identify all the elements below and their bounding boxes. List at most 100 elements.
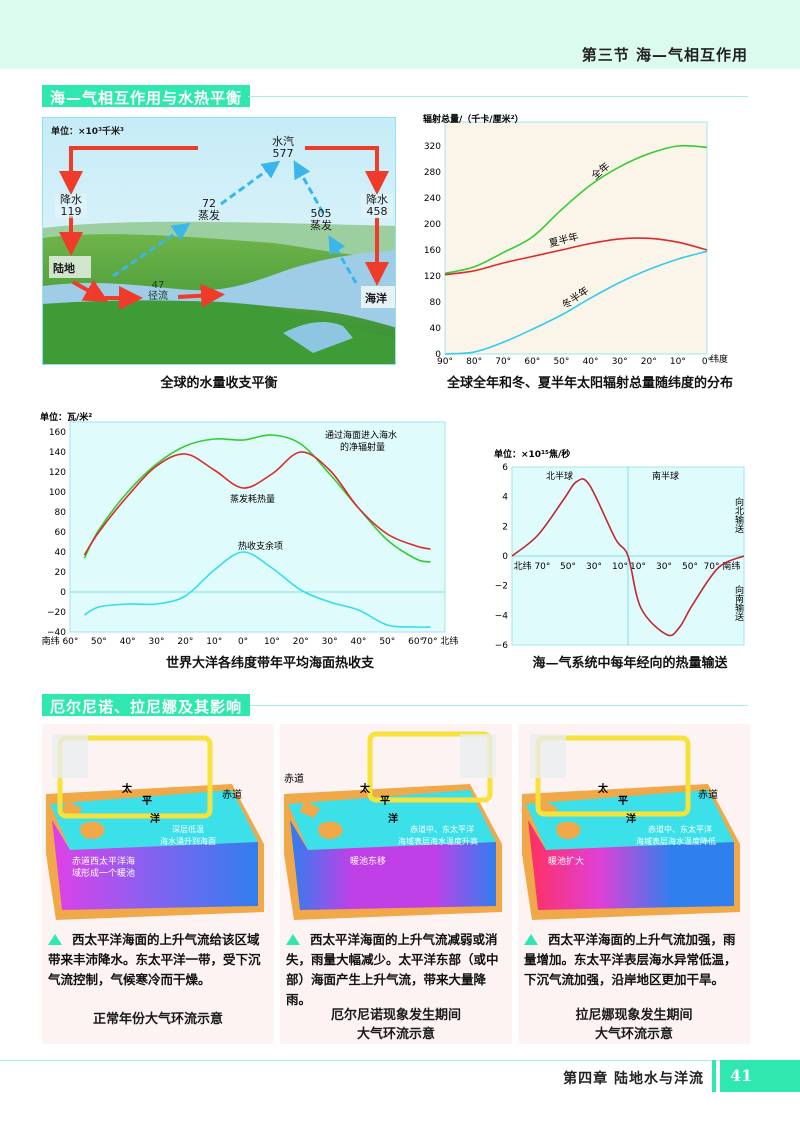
panel-el-nino: 太平洋 赤道 赤道中、东太平洋 海域表层海水温度升高 暖池东移 西太平洋海面的上升气流减…	[280, 724, 512, 1044]
series-line	[511, 478, 745, 637]
svg-text:海水涌升到海面: 海水涌升到海面	[160, 836, 216, 846]
x-tick-label: 30°	[586, 562, 602, 572]
southward-transport-label: 向南输送	[733, 584, 744, 622]
unit-label: 单位：×10³千米³	[51, 127, 124, 137]
rain-cloud-icon	[530, 734, 566, 778]
y-tick-label: 4	[502, 493, 508, 503]
y-axis-ticks: 0 40 80 120 160 200 240 280 320	[424, 142, 441, 360]
x-tick-label: 40°	[583, 357, 599, 367]
y-tick-label: 20	[55, 568, 67, 578]
panel-normal-year: 太平洋 赤道 深层低温 海水涌升到海面 赤道西太平洋海 域形成一个暖池 西太平洋海面的上升…	[42, 724, 274, 1044]
footer-divider	[0, 1060, 800, 1061]
svg-text:赤道中、东太平洋: 赤道中、东太平洋	[648, 824, 712, 834]
y-tick-label: 40	[55, 548, 67, 558]
panel-description: 西太平洋海面的上升气流加强，雨量增加。东太平洋表层海水异常低温，下沉气流加强，沿…	[524, 932, 737, 987]
triangle-bullet-icon	[286, 934, 300, 945]
svg-text:暖池扩大: 暖池扩大	[548, 855, 584, 867]
heat-transport-caption: 海—气系统中每年经向的热量输送	[532, 656, 728, 671]
panel-caption: 拉尼娜现象发生期间 大气环流示意	[575, 1008, 693, 1042]
series-line	[83, 551, 431, 628]
runoff-label: 47 径流	[148, 280, 168, 302]
panel-caption: 正常年份大气环流示意	[92, 1012, 223, 1027]
el-nino-circulation-diagram: 太平洋 赤道 赤道中、东太平洋 海域表层海水温度升高 暖池东移	[280, 724, 512, 928]
series-line	[444, 237, 708, 276]
x-tick-label: 10°	[612, 562, 628, 572]
panel-la-nina: 太平洋 赤道 赤道中、东太平洋 海域表层海水温度降低 暖池扩大 西太平洋海面的上升气流加…	[518, 724, 750, 1044]
land-evap-label: 72 蒸发	[198, 197, 220, 222]
y-tick-label: 120	[49, 468, 66, 478]
y-tick-label: 0	[60, 588, 66, 598]
x-tick-label: 30°	[149, 637, 165, 647]
y-tick-label: 100	[49, 488, 66, 498]
footer-accent-bar	[712, 1060, 716, 1092]
series-line	[444, 250, 708, 355]
panel-caption: 厄尔尼诺现象发生期间 大气环流示意	[330, 1008, 461, 1042]
section-title-bar-2: 厄尔尼诺、拉尼娜及其影响	[42, 694, 251, 716]
svg-text:洋: 洋	[150, 812, 160, 825]
y-axis-label: 单位：×10¹⁵焦/秒	[494, 448, 570, 460]
x-axis-ticks: 南纬 60° 50° 40° 30° 20° 10° 0° 10° 20° 30° 40° 50° 60…	[42, 635, 459, 647]
svg-text:洋: 洋	[626, 812, 636, 825]
series-line	[83, 451, 431, 556]
normal-year-circulation-diagram: 太平洋 赤道 深层低温 海水涌升到海面 赤道西太平洋海 域形成一个暖池	[42, 724, 274, 928]
y-tick-label: 120	[424, 272, 441, 282]
y-tick-label: 140	[49, 448, 66, 458]
x-tick-label: 50°	[553, 357, 569, 367]
section-title-bar: 海—气相互作用与水热平衡	[42, 85, 251, 107]
x-tick-label: 70°	[495, 357, 511, 367]
y-tick-label: −6	[495, 641, 509, 650]
northern-hemisphere-label: 北半球	[546, 470, 573, 482]
svg-text:赤道: 赤道	[222, 788, 242, 801]
x-tick-label: 30°	[612, 357, 628, 367]
x-tick-label: 0°	[702, 357, 712, 367]
svg-text:赤道西太平洋海: 赤道西太平洋海	[72, 855, 135, 867]
x-tick-label: 70° 南纬	[704, 560, 741, 572]
y-tick-label: 60	[55, 528, 67, 538]
rain-cloud-icon	[460, 734, 496, 778]
northward-transport-label: 向北输送	[733, 496, 744, 534]
radiation-latitude-chart: 0 40 80 120 160 200 240 280 320 90° 80° 70° 60° 50° 4…	[423, 113, 728, 367]
x-tick-label: 50°	[91, 637, 107, 647]
svg-text:赤道中、东太平洋: 赤道中、东太平洋	[410, 824, 474, 834]
land-label: 陆地	[53, 262, 75, 275]
y-tick-label: 160	[424, 246, 441, 256]
series-label-residual: 热收支余项	[238, 540, 283, 552]
chart-lines	[511, 478, 745, 637]
x-tick-label: 0°	[238, 637, 248, 647]
panel-description: 西太平洋海面的上升气流给该区域带来丰沛降水。东太平洋一带，受下沉气流控制，气候寒…	[48, 932, 261, 987]
x-tick-label: 北纬 70°	[514, 560, 551, 572]
ocean-precip-label: 降水 458	[361, 194, 393, 218]
y-tick-label: 80	[55, 508, 67, 518]
y-tick-label: 6	[502, 463, 508, 473]
ocean-heat-budget-chart: −40 −20 0 20 40 60 80 100 120 140 160 南纬 60° 50° 40°…	[40, 411, 459, 647]
y-tick-label: 200	[424, 220, 441, 230]
radiation-chart-caption: 全球全年和冬、夏半年太阳辐射总量随纬度的分布	[446, 376, 733, 391]
vapor-label: 水汽 577	[272, 135, 294, 160]
x-axis-ticks: 90° 80° 70° 60° 50° 40° 30° 20° 10° 0°	[437, 357, 712, 367]
panel-description: 西太平洋海面的上升气流减弱或消失，雨量大幅减少。太平洋东部（或中部）海面产生上升…	[286, 932, 499, 1007]
svg-text:海域表层海水温度升高: 海域表层海水温度升高	[398, 836, 478, 846]
x-tick-label: 40°	[120, 637, 136, 647]
y-tick-label: 2	[502, 522, 508, 532]
y-tick-label: 80	[430, 298, 442, 308]
chapter-title: 第四章 陆地水与洋流	[563, 1071, 704, 1087]
y-tick-label: 0	[435, 350, 441, 360]
series-label-net-radiation: 通过海面进入海水的净辐射量	[325, 429, 397, 453]
svg-text:平: 平	[618, 795, 628, 807]
y-tick-label: −20	[47, 608, 66, 618]
y-tick-label: 320	[424, 142, 441, 152]
y-tick-label: 160	[49, 428, 66, 438]
x-tick-label: 90°	[437, 357, 453, 367]
svg-text:太: 太	[359, 782, 371, 795]
meridional-heat-transport-chart: −6 −4 −2 0 2 4 6 北纬 70° 50° 30° 10° 10° 30° 50° 70° 南…	[494, 448, 745, 650]
y-tick-label: −40	[47, 628, 66, 638]
x-tick-label: 20°	[177, 637, 193, 647]
x-tick-label: 30°	[656, 562, 672, 572]
x-axis-ticks: 北纬 70° 50° 30° 10° 10° 30° 50° 70° 南纬	[514, 560, 741, 572]
svg-text:深层低温: 深层低温	[172, 824, 204, 834]
chart-lines	[83, 434, 431, 628]
svg-text:平: 平	[380, 795, 390, 807]
ocean-label: 海洋	[365, 292, 387, 305]
